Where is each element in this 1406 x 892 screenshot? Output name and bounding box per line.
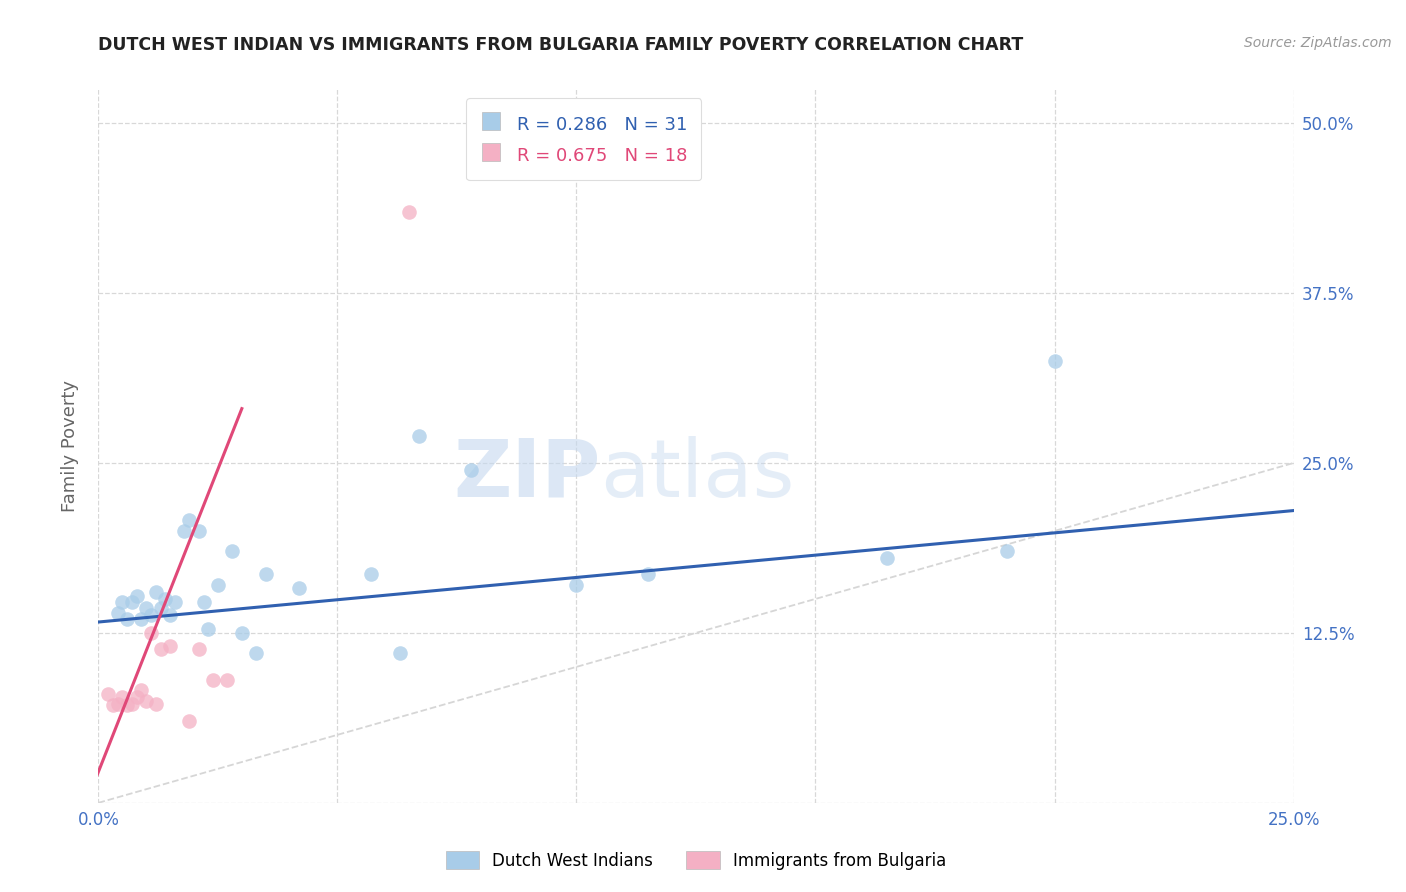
Point xyxy=(179,513,201,527)
Point xyxy=(202,673,225,688)
Text: Source: ZipAtlas.com: Source: ZipAtlas.com xyxy=(1244,36,1392,50)
Point xyxy=(135,694,157,708)
Point xyxy=(149,601,172,615)
Point xyxy=(149,642,172,657)
Point xyxy=(145,585,167,599)
Point xyxy=(115,612,138,626)
Point xyxy=(173,524,195,538)
Text: DUTCH WEST INDIAN VS IMMIGRANTS FROM BULGARIA FAMILY POVERTY CORRELATION CHART: DUTCH WEST INDIAN VS IMMIGRANTS FROM BUL… xyxy=(98,36,1024,54)
Point xyxy=(197,622,219,636)
Point xyxy=(97,687,120,701)
Y-axis label: Family Poverty: Family Poverty xyxy=(60,380,79,512)
Point xyxy=(398,204,420,219)
Point xyxy=(155,591,177,606)
Point xyxy=(139,626,162,640)
Point xyxy=(131,683,153,698)
Point xyxy=(159,640,181,654)
Point xyxy=(193,594,215,608)
Text: ZIP: ZIP xyxy=(453,435,600,514)
Point xyxy=(125,589,148,603)
Point xyxy=(288,581,311,595)
Point xyxy=(107,697,129,711)
Point xyxy=(207,578,229,592)
Point xyxy=(187,642,209,657)
Point xyxy=(408,429,430,443)
Point xyxy=(221,544,243,558)
Legend: Dutch West Indians, Immigrants from Bulgaria: Dutch West Indians, Immigrants from Bulg… xyxy=(439,845,953,877)
Point xyxy=(135,601,157,615)
Point xyxy=(876,551,898,566)
Point xyxy=(565,578,588,592)
Point xyxy=(121,594,143,608)
Point xyxy=(179,714,201,729)
Point xyxy=(131,612,153,626)
Point xyxy=(254,567,277,582)
Point xyxy=(388,646,411,660)
Point xyxy=(125,690,148,704)
Point xyxy=(111,594,134,608)
Point xyxy=(139,608,162,623)
Point xyxy=(637,567,659,582)
Point xyxy=(145,697,167,711)
Point xyxy=(101,698,124,712)
Point xyxy=(231,626,253,640)
Point xyxy=(121,697,143,711)
Point xyxy=(460,463,482,477)
Point xyxy=(360,567,382,582)
Point xyxy=(111,690,134,704)
Point xyxy=(1043,354,1066,368)
Point xyxy=(107,606,129,620)
Point xyxy=(995,544,1018,558)
Point xyxy=(163,594,186,608)
Point xyxy=(245,646,267,660)
Point xyxy=(187,524,209,538)
Point xyxy=(217,673,239,688)
Text: atlas: atlas xyxy=(600,435,794,514)
Point xyxy=(115,698,138,712)
Point xyxy=(159,608,181,623)
